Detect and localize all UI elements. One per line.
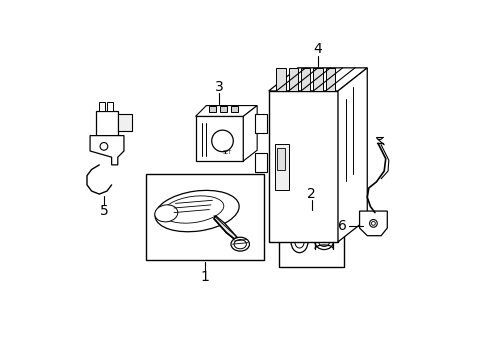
Polygon shape bbox=[90, 136, 123, 165]
Bar bbox=[301, 68, 310, 91]
Text: 1: 1 bbox=[200, 270, 209, 284]
Circle shape bbox=[100, 143, 107, 150]
Bar bbox=[195, 116, 243, 161]
Bar bbox=[99, 102, 105, 111]
Bar bbox=[268, 91, 337, 242]
Bar bbox=[220, 105, 226, 112]
Text: SET: SET bbox=[222, 149, 231, 154]
Bar bbox=[230, 105, 238, 112]
Text: 4: 4 bbox=[313, 42, 322, 57]
Polygon shape bbox=[268, 68, 366, 91]
Ellipse shape bbox=[155, 190, 239, 232]
Polygon shape bbox=[337, 68, 366, 242]
Bar bbox=[96, 111, 118, 136]
Ellipse shape bbox=[163, 196, 224, 223]
Ellipse shape bbox=[230, 237, 249, 251]
Polygon shape bbox=[243, 105, 257, 161]
Ellipse shape bbox=[314, 234, 333, 249]
Circle shape bbox=[369, 220, 377, 227]
Bar bbox=[325, 68, 334, 91]
Text: 6: 6 bbox=[338, 220, 346, 233]
Text: 3: 3 bbox=[215, 80, 224, 94]
Ellipse shape bbox=[294, 236, 304, 248]
Polygon shape bbox=[359, 211, 386, 236]
Bar bbox=[277, 148, 285, 170]
Ellipse shape bbox=[318, 237, 329, 247]
Ellipse shape bbox=[290, 231, 307, 253]
Polygon shape bbox=[214, 216, 237, 239]
Bar bbox=[288, 68, 297, 91]
Bar bbox=[274, 144, 288, 190]
Bar bbox=[276, 68, 285, 91]
Text: 2: 2 bbox=[307, 187, 316, 201]
Bar bbox=[118, 114, 131, 131]
Text: 5: 5 bbox=[100, 204, 108, 218]
Ellipse shape bbox=[155, 205, 178, 222]
Circle shape bbox=[371, 221, 375, 225]
Polygon shape bbox=[254, 114, 266, 133]
Bar bbox=[107, 102, 113, 111]
Ellipse shape bbox=[234, 239, 246, 249]
Ellipse shape bbox=[211, 130, 233, 152]
Bar bbox=[313, 68, 322, 91]
Bar bbox=[279, 211, 344, 266]
Polygon shape bbox=[254, 153, 266, 172]
Bar bbox=[145, 174, 264, 260]
Polygon shape bbox=[195, 105, 257, 116]
Bar bbox=[209, 105, 216, 112]
